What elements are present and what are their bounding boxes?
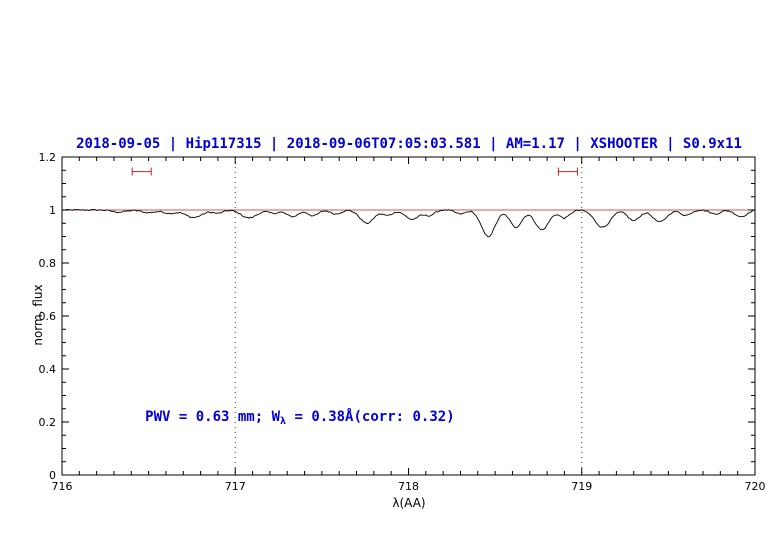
y-tick-label: 0.4 <box>39 363 57 376</box>
dotted-reference-lines <box>234 157 583 475</box>
y-tick-label: 1 <box>49 204 56 217</box>
x-tick-label: 716 <box>52 480 73 493</box>
spectrum-line <box>61 208 756 238</box>
axis-ticks: 716 717 718 719 720 0 0.2 0.4 0.6 0.8 1 1.2 <box>39 151 766 493</box>
pwv-annotation-subscript: λ <box>280 416 287 427</box>
x-tick-label: 718 <box>398 480 419 493</box>
y-tick-label: 0.6 <box>39 310 57 323</box>
x-axis-label: λ(AA) <box>392 496 426 510</box>
y-tick-label: 0.8 <box>39 257 57 270</box>
x-tick-label: 717 <box>225 480 246 493</box>
band-markers <box>131 167 578 176</box>
pwv-annotation-suffix: = 0.38Å(corr: 0.32) <box>286 409 455 425</box>
plot-frame <box>61 156 756 476</box>
plot-title: 2018-09-05 | Hip117315 | 2018-09-06T07:0… <box>76 136 742 152</box>
pwv-annotation-prefix: PWV = 0.63 mm; W <box>145 409 281 425</box>
x-tick-label: 720 <box>745 480 766 493</box>
y-tick-label: 0 <box>49 469 56 482</box>
y-tick-label: 1.2 <box>39 151 57 164</box>
y-axis-label: norm. flux <box>31 284 45 346</box>
y-tick-label: 0.2 <box>39 416 57 429</box>
pwv-annotation: PWV = 0.63 mm; Wλ = 0.38Å(corr: 0.32) <box>145 409 454 427</box>
x-tick-label: 719 <box>571 480 592 493</box>
